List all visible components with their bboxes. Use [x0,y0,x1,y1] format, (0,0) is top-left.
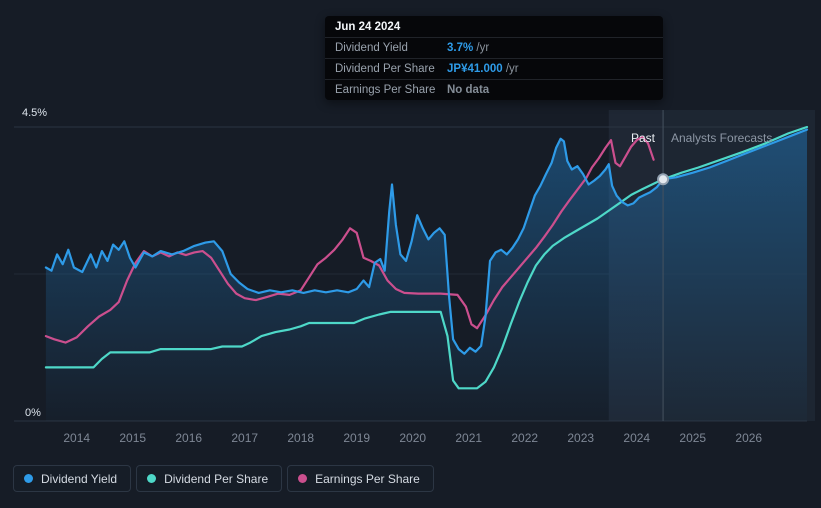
x-tick-label: 2015 [119,431,147,445]
tooltip-row-dividend-yield: Dividend Yield 3.7% /yr [325,38,663,59]
y-axis-min-label: 0% [25,407,41,419]
y-axis-max-label: 4.5% [22,107,48,119]
chart-tooltip: Jun 24 2024 Dividend Yield 3.7% /yr Divi… [325,16,663,100]
selected-point-marker[interactable] [657,173,670,186]
dividend-per-share-dot-icon [147,474,157,483]
x-tick-label: 2020 [399,431,427,445]
tooltip-row-label: Dividend Yield [335,42,408,54]
dividend-yield-area [45,129,807,421]
dividend-yield-dot-icon [24,474,33,483]
x-tick-label: 2019 [343,431,371,445]
tooltip-row-label: Earnings Per Share [335,84,436,96]
tooltip-row-label: Dividend Per Share [335,63,435,75]
x-tick-label: 2024 [623,431,651,445]
tooltip-row-value: JP¥41.000 /yr [447,63,519,75]
legend-label: Earnings Per Share [315,471,420,486]
x-tick-label: 2023 [567,431,595,445]
legend-item-dividend-yield[interactable]: Dividend Yield [13,465,132,492]
x-tick-label: 2016 [175,431,203,445]
legend-label: Dividend Yield [41,471,118,486]
chart-legend: Dividend Yield Dividend Per Share Earnin… [13,465,434,492]
tooltip-row-dividend-per-share: Dividend Per Share JP¥41.000 /yr [325,59,663,80]
x-axis: 2014 2015 2016 2017 2018 2019 2020 2021 2022 2023… [0,431,821,447]
forecast-line-dividend-per-share [662,125,809,181]
x-tick-label: 2022 [511,431,539,445]
forecast-line-dividend-yield [662,128,809,181]
x-tick-label: 2014 [63,431,91,445]
series-line-dividend-per-share [44,178,665,390]
x-tick-label: 2018 [287,431,315,445]
x-tick-label: 2017 [231,431,259,445]
tooltip-row-earnings-per-share: Earnings Per Share No data [325,80,663,100]
tooltip-date: Jun 24 2024 [325,16,663,38]
past-label: Past [630,131,655,145]
tooltip-row-value: No data [447,84,490,96]
analysts-forecasts-label: Analysts Forecasts [671,131,773,145]
tooltip-row-value: 3.7% /yr [447,42,490,54]
x-tick-label: 2025 [679,431,707,445]
x-tick-label: 2021 [455,431,483,445]
legend-item-dividend-per-share[interactable]: Dividend Per Share [136,465,283,492]
earnings-per-share-dot-icon [298,474,308,483]
x-tick-label: 2026 [735,431,763,445]
legend-label: Dividend Per Share [164,471,269,486]
series-line-dividend-yield [44,137,665,355]
legend-item-earnings-per-share[interactable]: Earnings Per Share [287,465,434,492]
